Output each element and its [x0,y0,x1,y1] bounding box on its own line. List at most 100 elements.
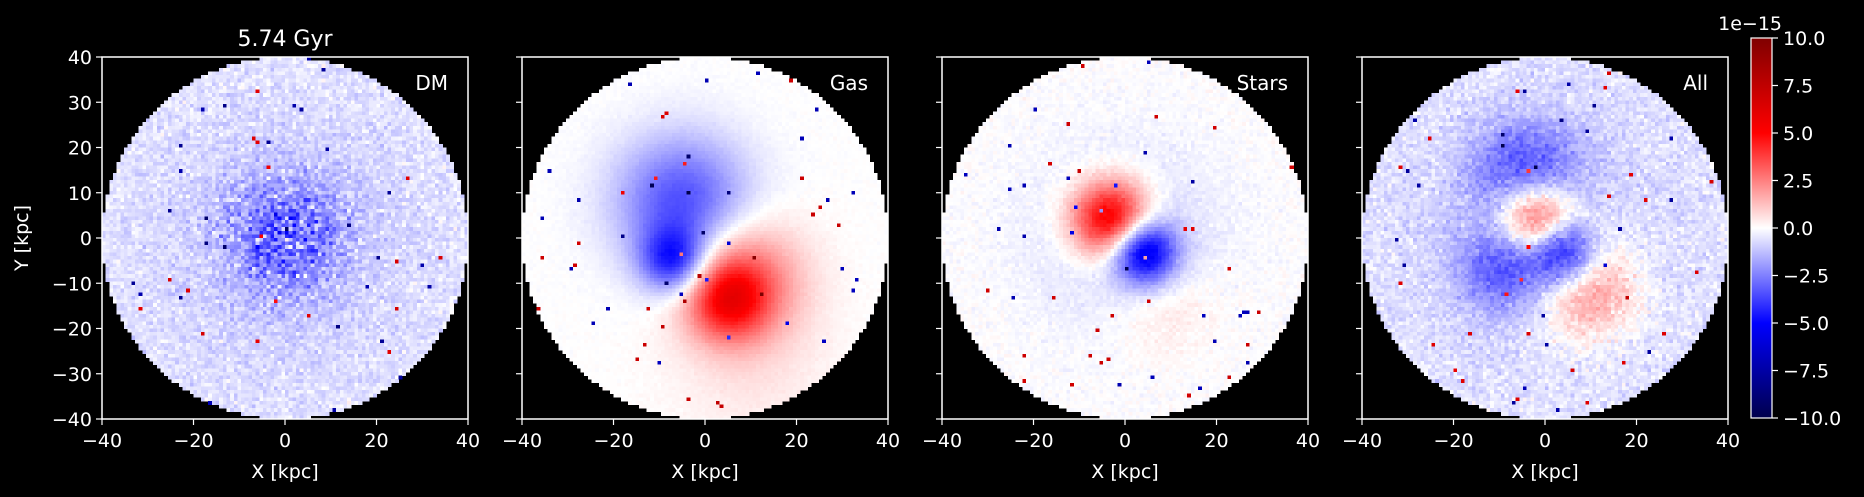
heatmap-cell [161,350,165,354]
heatmap-cell [194,274,198,278]
heatmap-cell [281,365,285,369]
heatmap-cell [157,357,161,361]
heatmap-cell [270,155,274,159]
heatmap-cell [208,379,212,383]
heatmap-cell [164,151,168,155]
heatmap-cell [150,176,154,180]
heatmap-cell [139,278,143,282]
heatmap-cell [168,144,172,148]
heatmap-cell [157,184,161,188]
heatmap-cell [146,347,150,351]
heatmap-cell [314,376,318,380]
heatmap-cell [289,108,293,112]
heatmap-cell [274,318,278,322]
heatmap-cell [241,133,245,137]
heatmap-cell [241,195,245,199]
heatmap-cell [314,100,318,104]
heatmap-cell [234,292,238,296]
heatmap-cell [164,347,168,351]
heatmap-cell [289,187,293,191]
heatmap-cell [230,75,234,79]
heatmap-cell [212,339,216,343]
heatmap-cell [256,213,260,217]
heatmap-cell [146,122,150,126]
heatmap-cell [135,252,139,256]
heatmap-cell [278,303,282,307]
heatmap-cell [212,285,216,289]
heatmap-cell [219,71,223,75]
heatmap-cell [263,169,267,173]
heatmap-cell [135,220,139,224]
heatmap-cell [172,187,176,191]
heatmap-cell [296,412,300,416]
heatmap-cell [142,278,146,282]
heatmap-cell [117,300,121,304]
heatmap-cell [179,303,183,307]
heatmap-cell [223,169,227,173]
heatmap-cell [252,314,256,318]
heatmap-cell [292,325,296,329]
heatmap-cell [245,321,249,325]
heatmap-cell [311,169,315,173]
heatmap-cell [289,176,293,180]
heatmap-cell [208,256,212,260]
heatmap-cell [234,97,238,101]
heatmap-cell [256,137,260,141]
heatmap-cell [274,260,278,264]
heatmap-cell [212,300,216,304]
heatmap-cell [274,390,278,394]
heatmap-cell [278,397,282,401]
heatmap-cell [296,303,300,307]
heatmap-cell [190,122,194,126]
heatmap-cell [201,148,205,152]
heatmap-cell [183,234,187,238]
heatmap-cell [285,137,289,141]
heatmap-cell [135,325,139,329]
heatmap-cell [289,133,293,137]
heatmap-cell [194,339,198,343]
heatmap-cell [219,140,223,144]
heatmap-cell [278,126,282,130]
heatmap-cell [186,108,190,112]
heatmap-cell [318,155,322,159]
heatmap-cell [252,227,256,231]
heatmap-cell [230,376,234,380]
heatmap-cell [252,332,256,336]
heatmap-cell [131,296,135,300]
heatmap-cell [226,249,230,253]
heatmap-cell [226,71,230,75]
heatmap-cell [226,90,230,94]
heatmap-cell [300,111,304,115]
heatmap-cell [248,119,252,123]
heatmap-cell [248,314,252,318]
heatmap-cell [135,263,139,267]
heatmap-cell [201,271,205,275]
heatmap-cell [197,119,201,123]
heatmap-cell [150,357,154,361]
heatmap-cell [146,249,150,253]
heatmap-cell [259,296,263,300]
heatmap-cell [300,408,304,412]
heatmap-cell [270,126,274,130]
heatmap-cell [194,126,198,130]
heatmap-cell [179,122,183,126]
heatmap-cell [190,300,194,304]
heatmap-cell [234,408,238,412]
heatmap-cell [208,350,212,354]
heatmap-cell [256,397,260,401]
heatmap-cell [252,350,256,354]
heatmap-cell [278,376,282,380]
heatmap-cell [296,115,300,119]
heatmap-cell [215,108,219,112]
heatmap-cell [186,339,190,343]
heatmap-cell [241,148,245,152]
heatmap-cell [303,379,307,383]
heatmap-cell [248,289,252,293]
heatmap-cell [194,82,198,86]
heatmap-cell [157,173,161,177]
heatmap-cell [223,271,227,275]
heatmap-cell [263,343,267,347]
heatmap-cell [120,281,124,285]
heatmap-cell [274,329,278,333]
heatmap-cell [285,216,289,220]
